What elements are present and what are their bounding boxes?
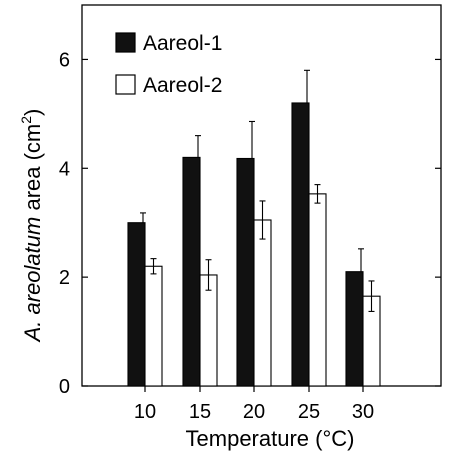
legend: Aareol-1 Aareol-2 [115, 32, 222, 97]
x-tick-label-25: 25 [298, 401, 320, 423]
bar-aareol-2-20 [253, 219, 272, 387]
x-axis-title: Temperature (°C) [186, 426, 355, 451]
y-axis-title-species: A. areolatum [20, 217, 45, 344]
x-tick-label-20: 20 [243, 401, 265, 423]
bar-aareol-2-15 [199, 274, 218, 387]
y-tick-label-2: 2 [59, 267, 70, 289]
y-tick-label-6: 6 [59, 49, 70, 71]
bar-aareol-1-15 [182, 156, 201, 387]
y-axis-title: A. areolatum area (cm2) [18, 109, 45, 344]
bar-aareol-1-25 [291, 102, 310, 387]
y-axis-title-superscript: 2 [18, 116, 34, 124]
bars-layer [127, 69, 381, 387]
legend-label-aareol-2: Aareol-2 [143, 74, 222, 97]
axes-layer: 0 2 4 6 10 15 20 25 30 [59, 49, 441, 423]
x-tick-label-30: 30 [352, 401, 374, 423]
bar-aareol-1-30 [345, 271, 364, 387]
x-tick-label-15: 15 [189, 401, 211, 423]
y-axis-title-text: area (cm [20, 124, 45, 217]
x-tick-label-10: 10 [134, 401, 156, 423]
legend-swatch-aareol-2 [115, 74, 136, 95]
y-axis-title-close: ) [20, 109, 45, 116]
bar-aareol-2-10 [144, 265, 163, 387]
y-tick-label-4: 4 [59, 158, 70, 180]
bar-aareol-1-20 [236, 157, 255, 387]
bar-aareol-1-10 [127, 222, 146, 387]
legend-swatch-aareol-1 [115, 32, 136, 53]
bar-aareol-2-25 [308, 193, 327, 387]
y-tick-label-0: 0 [59, 376, 70, 398]
legend-label-aareol-1: Aareol-1 [143, 32, 222, 55]
